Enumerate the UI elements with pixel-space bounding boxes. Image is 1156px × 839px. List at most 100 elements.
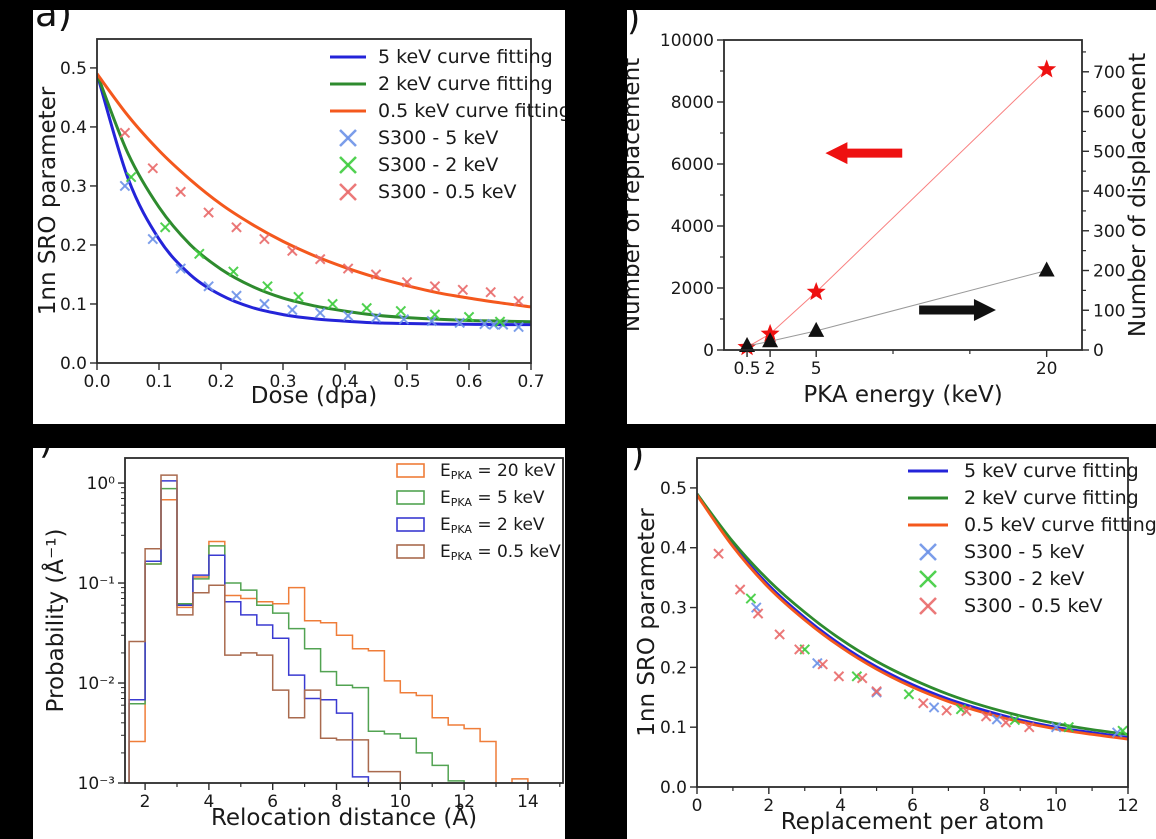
x-tick-label: 6	[267, 792, 278, 812]
x-marker	[928, 702, 940, 713]
legend-rect-swatch	[396, 544, 425, 559]
legend-x-swatch	[339, 183, 357, 201]
x-tick-label: 0.5	[393, 372, 420, 392]
x-marker	[314, 307, 326, 319]
x-marker	[745, 593, 757, 604]
chart-b: 0.5 2 5 20020004000600080001000001002003004…	[627, 31, 1151, 408]
right-y-tick-label: 500	[1093, 142, 1125, 162]
panel-a-label: a)	[35, 10, 73, 35]
right-y-axis-label: Number of displacement	[1125, 53, 1151, 337]
triangle-marker	[808, 321, 825, 337]
arrow-right-annotation	[919, 299, 996, 322]
legend-label: S300 - 0.5 keV	[964, 595, 1103, 617]
x-marker	[980, 711, 992, 722]
x-tick-label: 14	[517, 792, 539, 812]
x-marker	[856, 672, 868, 684]
x-tick-label: 0.1	[145, 372, 172, 392]
series-step-EPKA = 2 keV	[128, 480, 370, 783]
y-tick-label: 8000	[671, 93, 714, 113]
x-marker	[713, 548, 724, 560]
plot-area-a	[97, 72, 531, 333]
series-scatter-S300 - 0.5 keV	[713, 548, 1035, 733]
legend-label: S300 - 2 keV	[378, 154, 498, 176]
x-marker	[370, 312, 382, 323]
y-tick-label: 10⁻¹	[78, 574, 115, 594]
y-axis-label: Probability (Å⁻¹)	[41, 529, 69, 713]
y-tick-label: 6000	[671, 155, 714, 175]
x-marker	[203, 207, 214, 218]
x-marker	[961, 705, 972, 717]
x-tick-label: 0.7	[517, 372, 544, 392]
x-marker	[513, 295, 524, 307]
x-marker	[774, 629, 785, 640]
x-marker	[342, 310, 354, 322]
panel-c: ) 2 4 6 8 10 12 14 10⁰ 10⁻¹ 10⁻² 10⁻³ Relocation di…	[33, 448, 565, 839]
legend-c: EPKA = 20 keV EPKA = 5 keV EPKA = 2 keV EPK…	[396, 461, 561, 563]
x-marker	[812, 657, 823, 669]
chart-c: 2 4 6 8 10 12 14 10⁰ 10⁻¹ 10⁻² 10⁻³ Relocation dist…	[41, 457, 564, 831]
legend-x-swatch	[339, 129, 357, 147]
x-marker	[454, 317, 466, 329]
legend-label: 5 keV curve fitting	[378, 46, 553, 68]
y-tick-label: 10000	[660, 31, 714, 51]
x-marker	[262, 280, 273, 292]
x-axis-label: Relocation distance (Å)	[211, 803, 477, 831]
y-tick-label: 0.2	[660, 658, 687, 678]
x-marker	[159, 221, 171, 233]
x-marker	[1063, 721, 1075, 733]
x-marker	[817, 659, 829, 670]
y-tick-label: 0	[703, 341, 714, 361]
panel-c-label: )	[39, 448, 53, 460]
right-y-tick-label: 200	[1093, 262, 1125, 282]
x-tick-label: 12	[1117, 796, 1139, 816]
x-tick-label: 0.6	[455, 372, 482, 392]
legend-label: S300 - 5 keV	[378, 127, 498, 149]
x-marker	[955, 703, 967, 715]
y-tick-label: 10⁻²	[78, 674, 115, 694]
panel-b-label: )	[627, 10, 641, 39]
y-tick-label: 0.2	[60, 236, 87, 256]
x-tick-label: 0	[692, 796, 703, 816]
x-marker	[917, 697, 929, 709]
x-tick-label: 8	[979, 796, 990, 816]
x-marker	[125, 171, 137, 183]
x-marker	[1023, 721, 1035, 733]
panel-d-label: )	[631, 448, 645, 475]
x-tick-label: 2	[763, 796, 774, 816]
x-marker	[361, 302, 373, 314]
y-tick-label: 10⁻³	[78, 774, 115, 794]
legend-label: 0.5 keV curve fitting	[378, 100, 565, 122]
x-marker	[1050, 721, 1062, 733]
axis-ticks-a	[90, 67, 532, 370]
y-tick-label: 10⁰	[87, 474, 116, 494]
legend-label: S300 - 0.5 keV	[378, 181, 517, 203]
x-tick-label: 12	[453, 792, 475, 812]
connector-Number of replacement	[746, 69, 1048, 348]
x-tick-label: 10	[389, 792, 411, 812]
right-y-tick-label: 600	[1093, 103, 1125, 123]
x-marker	[119, 180, 131, 192]
y-tick-label: 0.3	[60, 177, 87, 197]
y-tick-label: 0.5	[660, 479, 687, 499]
y-tick-label: 0.1	[660, 718, 687, 738]
x-marker	[342, 263, 354, 274]
y-tick-label: 0.0	[660, 778, 687, 798]
right-y-tick-label: 300	[1093, 222, 1125, 242]
x-marker	[991, 714, 1003, 725]
plot-area-c	[128, 474, 529, 783]
y-tick-label: 0.4	[60, 118, 87, 138]
panel-b: ) 0.5 2 5 20 0 2000 4000 6000 8000 10000 0 100 200 30…	[627, 10, 1156, 424]
left-y-axis-label: Number of replacement	[627, 58, 645, 332]
x-marker	[851, 671, 863, 682]
x-marker	[463, 311, 475, 323]
legend-x-swatch	[919, 543, 937, 561]
x-marker	[293, 291, 304, 303]
legend-label: 2 keV curve fitting	[964, 487, 1139, 509]
triangle-marker	[1038, 261, 1055, 277]
legend-d: 5 keV curve fitting 2 keV curve fitting 0.…	[908, 460, 1156, 617]
x-marker	[395, 305, 407, 317]
x-tick-label: 0.5	[734, 359, 761, 379]
y-tick-label: 0.0	[60, 354, 87, 374]
legend-rect-swatch	[396, 463, 425, 478]
